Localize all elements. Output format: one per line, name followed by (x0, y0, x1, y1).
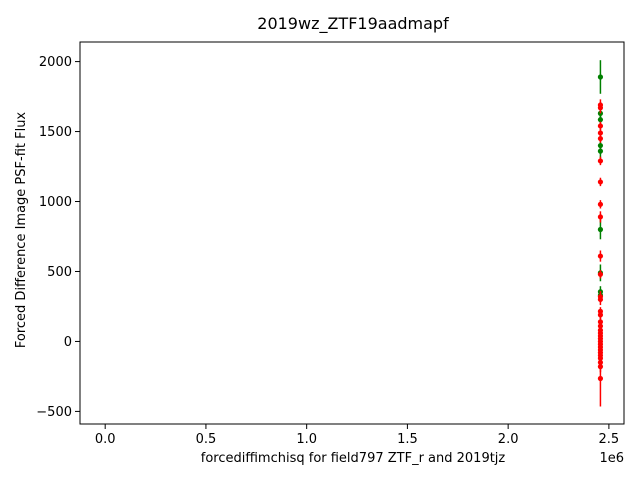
y-axis: −500 0 500 1000 1500 2000 (36, 55, 80, 420)
x-axis: 0.0 0.5 1.0 1.5 2.0 2.5 (95, 424, 619, 447)
data-point (597, 158, 604, 164)
y-tick-label: 0 (64, 335, 72, 350)
data-point (597, 179, 604, 185)
data-point (597, 201, 604, 207)
data-point (597, 123, 604, 129)
data-point (597, 130, 604, 136)
x-tick-label: 2.0 (498, 432, 519, 447)
x-tick-label: 1.0 (296, 432, 317, 447)
y-tick-label: 1500 (39, 125, 72, 140)
data-point (597, 117, 604, 123)
y-tick-label: 2000 (39, 55, 72, 70)
plot-area (597, 60, 604, 407)
data-point (597, 375, 604, 382)
x-tick-label: 1.5 (397, 432, 418, 447)
data-series (597, 99, 604, 407)
data-point (597, 148, 604, 154)
axes-frame (79, 41, 625, 425)
data-point (597, 214, 604, 220)
data-point (597, 105, 604, 111)
data-point (597, 135, 604, 142)
data-point (597, 226, 604, 233)
y-tick-label: 500 (47, 265, 72, 280)
data-point (597, 271, 604, 277)
chart-title: 2019wz_ZTF19aadmapf (257, 14, 449, 34)
x-tick-label: 2.5 (599, 432, 620, 447)
data-point (597, 74, 604, 80)
data-point (597, 312, 604, 318)
x-tick-label: 0.5 (196, 432, 217, 447)
x-tick-label: 0.0 (95, 432, 116, 447)
x-axis-offset-label: 1e6 (599, 451, 624, 466)
y-tick-label: 1000 (39, 195, 72, 210)
data-point (597, 296, 604, 303)
x-axis-label: forcediffimchisq for field797 ZTF_r and … (201, 451, 506, 466)
y-axis-label: Forced Difference Image PSF-fit Flux (14, 112, 29, 349)
y-tick-label: −500 (36, 405, 72, 420)
data-point (597, 253, 604, 259)
